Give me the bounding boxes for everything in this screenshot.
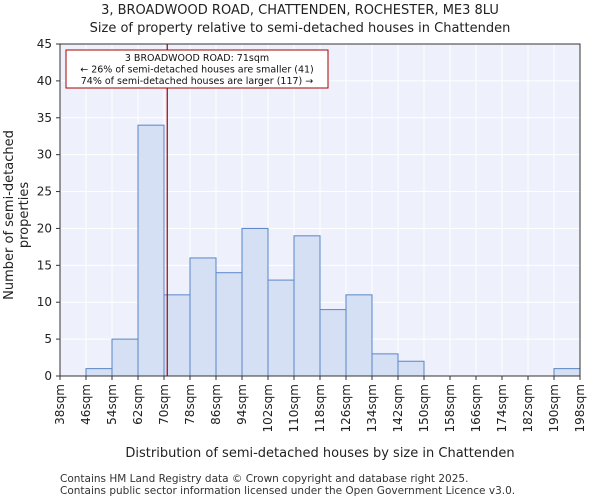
bar: [85, 368, 113, 377]
y-axis-ticks: 0 5 10 15 20 25 30 35 40 45: [37, 37, 60, 383]
x-tick-label: 62sqm: [131, 384, 145, 425]
y-axis-label: Number of semi-detached properties: [2, 130, 32, 300]
x-tick-label: 190sqm: [547, 384, 561, 432]
y-tick-label: 45: [37, 37, 52, 51]
x-tick-label: 150sqm: [417, 384, 431, 432]
bars: [85, 124, 581, 377]
footer-copyright: Contains HM Land Registry data © Crown c…: [60, 473, 469, 485]
bar: [163, 294, 191, 377]
x-tick-label: 70sqm: [157, 384, 171, 425]
annotation-box: [65, 49, 329, 89]
x-tick-label: 166sqm: [469, 384, 483, 432]
plot-frame: [59, 43, 581, 377]
bar: [241, 227, 269, 377]
bar: [267, 279, 295, 377]
footer-licence: Contains public sector information licen…: [60, 485, 516, 497]
x-tick-label: 182sqm: [521, 384, 535, 432]
y-tick-label: 35: [37, 111, 52, 125]
bar: [111, 338, 139, 377]
x-tick-label: 118sqm: [313, 384, 327, 432]
chart-title: 3, BROADWOOD ROAD, CHATTENDEN, ROCHESTER…: [101, 3, 499, 18]
bar: [293, 235, 321, 377]
bar: [553, 368, 581, 377]
y-tick-label: 20: [37, 221, 52, 235]
x-tick-label: 126sqm: [339, 384, 353, 432]
y-tick-label: 40: [37, 74, 52, 88]
bar: [397, 360, 425, 377]
x-tick-label: 158sqm: [443, 384, 457, 432]
x-tick-label: 54sqm: [105, 384, 119, 425]
chart-subtitle: Size of property relative to semi-detach…: [89, 21, 511, 36]
x-tick-label: 174sqm: [495, 384, 509, 432]
bar: [189, 257, 217, 377]
x-tick-label: 78sqm: [183, 384, 197, 425]
x-tick-label: 94sqm: [235, 384, 249, 425]
y-tick-label: 25: [37, 185, 52, 199]
x-tick-label: 102sqm: [261, 384, 275, 432]
x-axis-ticks: 38sqm 46sqm 54sqm 62sqm 70sqm 78sqm 86sqm 94sqm…: [53, 376, 587, 432]
annotation-line: 3 BROADWOOD ROAD: 71sqm: [125, 53, 269, 64]
x-tick-label: 110sqm: [287, 384, 301, 432]
y-tick-label: 5: [44, 332, 52, 346]
x-axis-label: Distribution of semi-detached houses by …: [125, 446, 515, 461]
bar: [371, 353, 399, 377]
y-tick-label: 10: [37, 295, 52, 309]
bar: [215, 272, 243, 377]
bar: [319, 309, 347, 377]
x-tick-label: 198sqm: [573, 384, 587, 432]
x-tick-label: 142sqm: [391, 384, 405, 432]
y-tick-label: 15: [37, 258, 52, 272]
annotation-text: 3 BROADWOOD ROAD: 71sqm← 26% of semi-det…: [80, 53, 314, 87]
bar: [345, 294, 373, 377]
bar: [137, 124, 165, 377]
x-tick-label: 46sqm: [79, 384, 93, 425]
x-tick-label: 86sqm: [209, 384, 223, 425]
y-tick-label: 0: [44, 369, 52, 383]
x-tick-label: 134sqm: [365, 384, 379, 432]
x-tick-label: 38sqm: [53, 384, 67, 425]
y-tick-label: 30: [37, 148, 52, 162]
annotation-line: ← 26% of semi-detached houses are smalle…: [80, 65, 314, 76]
annotation-line: 74% of semi-detached houses are larger (…: [81, 76, 314, 87]
